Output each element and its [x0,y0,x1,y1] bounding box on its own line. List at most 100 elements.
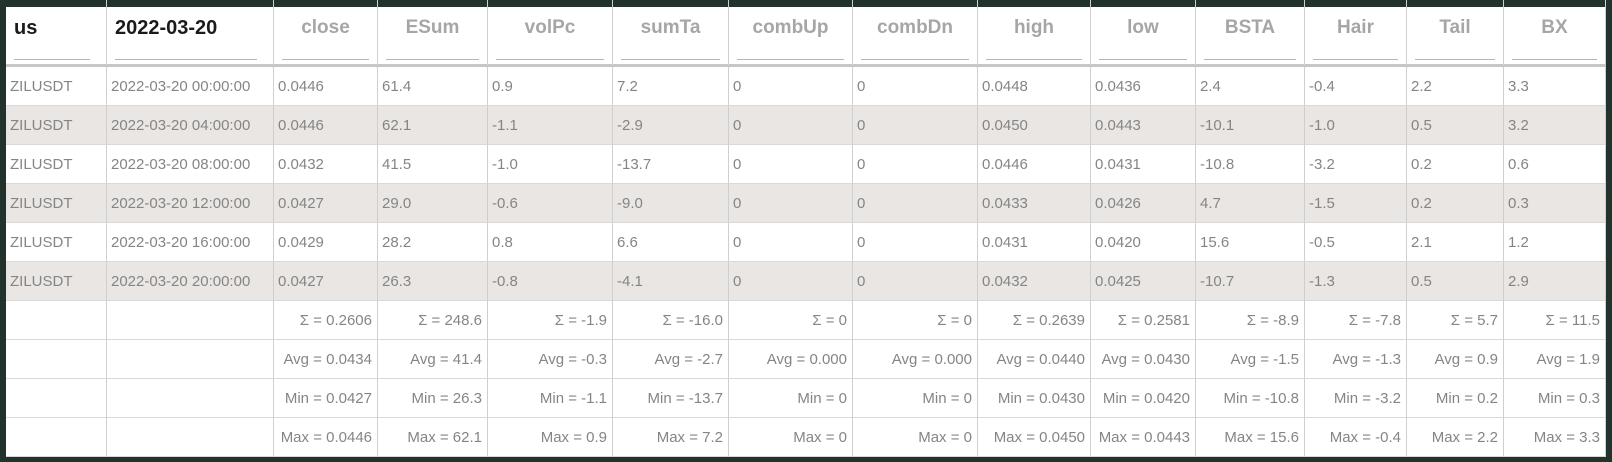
cell: 0.0446 [978,145,1091,184]
cell: -10.8 [1196,145,1305,184]
column-header-sumta[interactable]: sumTa [613,0,729,67]
summary-cell: Max = 7.2 [613,418,729,457]
column-filter-input[interactable] [386,48,479,60]
column-filter-input[interactable] [737,48,844,60]
column-header-combup[interactable]: combUp [729,0,853,67]
column-filter-input[interactable] [1512,48,1597,60]
column-filter-input[interactable] [1313,48,1398,60]
summary-cell: Max = 62.1 [378,418,488,457]
column-header-label: us [14,17,38,39]
cell: 0.0450 [978,106,1091,145]
column-header-volpc[interactable]: volPc [488,0,613,67]
summary-cell: Min = 26.3 [378,379,488,418]
cell: 2.9 [1504,262,1606,301]
cell: 4.7 [1196,184,1305,223]
cell: 2.1 [1407,223,1504,262]
column-filter-input[interactable] [1204,48,1296,60]
summary-cell: Max = 0.0443 [1091,418,1196,457]
cell: 0 [853,67,978,106]
column-header-close[interactable]: close [274,0,378,67]
column-header-tail[interactable]: Tail [1407,0,1504,67]
summary-row-min: Min = 0.0427 Min = 26.3 Min = -1.1 Min = -1… [6,379,1606,418]
column-header-2022-03-20[interactable]: 2022-03-20 [107,0,274,67]
cell: -10.1 [1196,106,1305,145]
column-header-bx[interactable]: BX [1504,0,1606,67]
column-header-combdn[interactable]: combDn [853,0,978,67]
cell: 0.5 [1407,262,1504,301]
column-header-bsta[interactable]: BSTA [1196,0,1305,67]
column-filter-input[interactable] [496,48,604,60]
cell: 0.5 [1407,106,1504,145]
column-header-low[interactable]: low [1091,0,1196,67]
column-header-esum[interactable]: ESum [378,0,488,67]
summary-cell: Σ = 0 [853,301,978,340]
column-filter-input[interactable] [1099,48,1187,60]
summary-cell: Σ = 0.2639 [978,301,1091,340]
summary-row-sum: Σ = 0.2606 Σ = 248.6 Σ = -1.9 Σ = -16.0 Σ = … [6,301,1606,340]
cell: 0.0426 [1091,184,1196,223]
cell: 0.0420 [1091,223,1196,262]
column-header-label: ESum [405,17,460,38]
summary-cell: Avg = 0.000 [853,340,978,379]
table-row: ZILUSDT 2022-03-20 08:00:00 0.0432 41.5 -1.0… [6,145,1606,184]
cell: 2022-03-20 04:00:00 [107,106,274,145]
summary-cell: Avg = -2.7 [613,340,729,379]
cell: 0.8 [488,223,613,262]
summary-cell: Σ = 0.2606 [274,301,378,340]
column-header-label: BSTA [1224,17,1276,38]
table-row: ZILUSDT 2022-03-20 00:00:00 0.0446 61.4 0.9 7… [6,67,1606,106]
summary-cell: Max = 3.3 [1504,418,1606,457]
cell: -9.0 [613,184,729,223]
table-body: ZILUSDT 2022-03-20 00:00:00 0.0446 61.4 0.9 7… [6,67,1606,301]
cell: -3.2 [1305,145,1407,184]
summary-cell: Max = 0.0446 [274,418,378,457]
column-header-label: close [301,17,350,38]
cell: 0 [729,184,853,223]
summary-cell: Σ = 0.2581 [1091,301,1196,340]
summary-cell [6,418,107,457]
cell: 0.0446 [274,67,378,106]
cell: -0.6 [488,184,613,223]
column-header-label: low [1127,17,1159,38]
summary-cell: Avg = 0.000 [729,340,853,379]
table-header: us 2022-03-20 close ESum volPc sumTa combUp com… [6,0,1606,67]
cell: -1.5 [1305,184,1407,223]
cell: -10.7 [1196,262,1305,301]
column-header-high[interactable]: high [978,0,1091,67]
cell: 0 [729,106,853,145]
cell: 0.0446 [274,106,378,145]
table-summary: Σ = 0.2606 Σ = 248.6 Σ = -1.9 Σ = -16.0 Σ = … [6,301,1606,457]
cell: 2022-03-20 16:00:00 [107,223,274,262]
cell: 2.2 [1407,67,1504,106]
cell: 0.2 [1407,184,1504,223]
summary-cell: Avg = -1.5 [1196,340,1305,379]
cell: 26.3 [378,262,488,301]
cell: ZILUSDT [6,67,107,106]
table-row: ZILUSDT 2022-03-20 20:00:00 0.0427 26.3 -0.8… [6,262,1606,301]
summary-cell: Max = 0.0450 [978,418,1091,457]
summary-cell: Σ = 0 [729,301,853,340]
cell: 0.0433 [978,184,1091,223]
column-filter-input[interactable] [621,48,720,60]
summary-cell: Σ = 5.7 [1407,301,1504,340]
cell: 2022-03-20 20:00:00 [107,262,274,301]
cell: 62.1 [378,106,488,145]
column-filter-input[interactable] [14,48,90,60]
column-filter-input[interactable] [115,48,257,60]
cell: ZILUSDT [6,184,107,223]
summary-cell [6,301,107,340]
column-header-hair[interactable]: Hair [1305,0,1407,67]
column-filter-input[interactable] [986,48,1082,60]
summary-row-max: Max = 0.0446 Max = 62.1 Max = 0.9 Max = 7.2… [6,418,1606,457]
column-filter-input[interactable] [282,48,369,60]
cell: 41.5 [378,145,488,184]
cell: 0.0429 [274,223,378,262]
summary-cell: Σ = -7.8 [1305,301,1407,340]
cell: -1.3 [1305,262,1407,301]
column-header-label: Tail [1439,17,1471,38]
column-header-label: volPc [524,17,576,38]
column-filter-input[interactable] [1415,48,1495,60]
cell: 0 [853,106,978,145]
column-filter-input[interactable] [861,48,969,60]
column-header-us[interactable]: us [6,0,107,67]
